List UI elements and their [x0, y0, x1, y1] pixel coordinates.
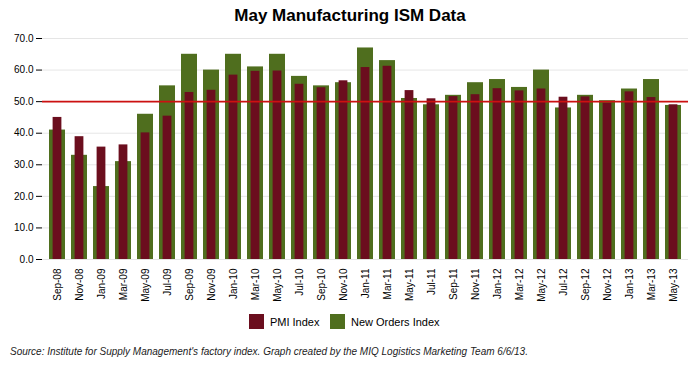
svg-text:40.0: 40.0 — [14, 127, 34, 138]
html-text:New Orders Index: New Orders Index — [350, 315, 440, 328]
svg-text:Nov-09: Nov-09 — [206, 268, 217, 301]
svg-text:Jan-09: Jan-09 — [96, 268, 107, 299]
svg-text:10.0: 10.0 — [14, 222, 34, 233]
svg-text:Jul-10: Jul-10 — [294, 268, 305, 296]
svg-text:Jul-11: Jul-11 — [426, 268, 437, 295]
svg-text:Nov-12: Nov-12 — [602, 268, 613, 301]
svg-text:0.0: 0.0 — [20, 254, 34, 265]
svg-text:Sep-11: Sep-11 — [448, 268, 459, 300]
svg-text:May-11: May-11 — [404, 268, 415, 301]
svg-text:May-12: May-12 — [536, 268, 547, 302]
svg-text:Nov-11: Nov-11 — [470, 268, 481, 300]
svg-text:Sep-10: Sep-10 — [316, 268, 327, 301]
svg-text:Mar-12: Mar-12 — [514, 268, 525, 300]
svg-text:Mar-10: Mar-10 — [250, 268, 261, 300]
svg-text:Jan-13: Jan-13 — [624, 268, 635, 299]
svg-text:Sep-09: Sep-09 — [184, 268, 195, 301]
svg-text:Nov-08: Nov-08 — [74, 268, 85, 301]
svg-text:Nov-10: Nov-10 — [338, 268, 349, 301]
svg-text:Sep-12: Sep-12 — [580, 268, 591, 301]
svg-text:May-10: May-10 — [272, 268, 283, 302]
svg-text:30.0: 30.0 — [14, 159, 34, 170]
html-text:May Manufacturing ISM Data: May Manufacturing ISM Data — [234, 6, 466, 25]
html-text:Source: Institute for Supply M: Source: Institute for Supply Management'… — [10, 345, 528, 357]
svg-text:Jan-11: Jan-11 — [360, 268, 371, 298]
svg-text:50.0: 50.0 — [14, 96, 34, 107]
svg-text:Mar-13: Mar-13 — [646, 268, 657, 300]
svg-text:70.0: 70.0 — [14, 33, 34, 44]
svg-text:20.0: 20.0 — [14, 191, 34, 202]
svg-text:60.0: 60.0 — [14, 64, 34, 75]
svg-text:Jul-09: Jul-09 — [162, 268, 173, 296]
svg-text:Jul-12: Jul-12 — [558, 268, 569, 296]
svg-text:Jan-12: Jan-12 — [492, 268, 503, 299]
svg-text:May-13: May-13 — [668, 268, 679, 302]
svg-text:May-09: May-09 — [140, 268, 151, 302]
svg-text:Mar-11: Mar-11 — [382, 268, 393, 299]
html-text:PMI Index: PMI Index — [269, 315, 320, 328]
svg-text:Jan-10: Jan-10 — [228, 268, 239, 299]
svg-text:Sep-08: Sep-08 — [52, 268, 63, 301]
svg-text:Mar-09: Mar-09 — [118, 268, 129, 300]
